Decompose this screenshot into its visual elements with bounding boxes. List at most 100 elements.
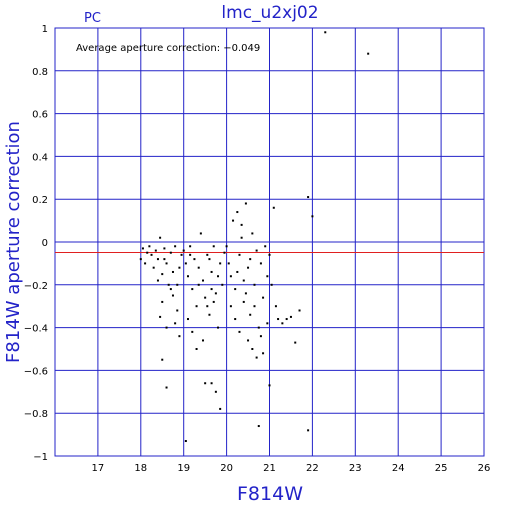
data-point [195, 305, 198, 308]
x-tick-label: 23 [349, 463, 362, 474]
data-point [167, 283, 170, 286]
data-point [212, 245, 215, 248]
data-point [217, 326, 220, 329]
y-tick-label: 1 [42, 24, 48, 35]
data-point [221, 283, 224, 286]
data-point [244, 202, 247, 205]
data-point [257, 425, 260, 428]
y-tick-label: 0.4 [32, 152, 48, 163]
plot-frame [54, 27, 485, 457]
data-point [191, 330, 194, 333]
data-point [274, 305, 277, 308]
data-point [202, 279, 205, 282]
data-point [294, 341, 297, 344]
data-point [174, 245, 177, 248]
data-point [197, 266, 200, 269]
data-point [257, 326, 260, 329]
data-point [251, 348, 254, 350]
data-point [204, 296, 207, 299]
data-point [202, 339, 205, 342]
data-point [324, 31, 327, 34]
data-point [182, 249, 185, 252]
data-point [247, 266, 250, 269]
data-point [144, 262, 147, 265]
data-point [174, 322, 177, 325]
data-point [186, 275, 189, 278]
x-tick-label: 18 [134, 463, 147, 474]
data-point [307, 196, 310, 199]
y-tick-label: 0 [42, 238, 48, 249]
data-point [266, 275, 269, 278]
data-point [217, 275, 220, 278]
y-tick-label: −0.2 [24, 281, 48, 292]
x-tick-label: 17 [92, 463, 105, 474]
data-point [210, 288, 213, 291]
data-point [191, 288, 194, 291]
data-point [307, 429, 310, 432]
data-point [156, 279, 159, 282]
data-point [234, 318, 237, 321]
x-tick-label: 26 [478, 463, 491, 474]
data-point [236, 270, 239, 273]
data-point [159, 315, 162, 318]
y-tick-label: −0.6 [24, 366, 48, 377]
data-point [272, 206, 275, 209]
data-point [247, 339, 250, 342]
data-point [264, 245, 267, 248]
data-point [253, 283, 256, 286]
data-point [150, 253, 153, 256]
data-point [163, 247, 166, 250]
data-point [242, 279, 245, 282]
data-point [277, 318, 280, 321]
data-point [240, 223, 243, 226]
y-tick-label: −0.4 [24, 324, 48, 335]
data-point [268, 253, 271, 256]
data-point [171, 294, 174, 297]
x-tick-label: 22 [306, 463, 319, 474]
y-tick-label: 0.2 [32, 195, 48, 206]
chart-title: lmc_u2xj02 [221, 3, 318, 23]
data-point [367, 52, 370, 55]
data-point [229, 305, 232, 308]
data-point [199, 232, 202, 235]
y-tick-labels: 1 0.8 0.6 0.4 0.2 0 −0.2 −0.4 −0.6 −0.8 −1 [24, 24, 48, 463]
data-point [208, 313, 211, 316]
data-point [163, 258, 166, 261]
data-point [214, 292, 217, 295]
data-point [178, 266, 181, 269]
data-point [210, 382, 213, 385]
data-point [229, 275, 232, 278]
data-point [141, 247, 144, 250]
data-point [240, 236, 243, 239]
data-point [165, 262, 168, 265]
data-point [169, 288, 172, 291]
data-point [234, 288, 237, 291]
data-point [249, 313, 252, 316]
data-point [195, 348, 198, 350]
y-tick-label: −0.8 [24, 409, 48, 420]
data-point [259, 335, 262, 338]
data-point [204, 382, 207, 385]
data-point [262, 296, 265, 299]
x-axis-label: F814W [237, 483, 303, 505]
data-point [206, 305, 209, 308]
data-point [161, 300, 164, 303]
x-tick-label: 25 [435, 463, 448, 474]
data-point [176, 283, 179, 286]
data-point [169, 251, 172, 254]
data-point [238, 330, 241, 333]
data-point [268, 384, 271, 387]
data-point [251, 232, 254, 235]
data-point [197, 283, 200, 286]
data-point [289, 315, 292, 318]
x-tick-labels: 17 18 19 20 21 22 23 24 25 26 [92, 463, 491, 474]
data-point [159, 236, 162, 239]
y-tick-label: −1 [33, 452, 48, 463]
data-point [238, 253, 241, 256]
data-point [311, 215, 314, 218]
data-point [212, 300, 215, 303]
data-point [219, 407, 222, 410]
x-tick-label: 21 [263, 463, 276, 474]
data-point [165, 386, 168, 389]
data-point [210, 270, 213, 273]
